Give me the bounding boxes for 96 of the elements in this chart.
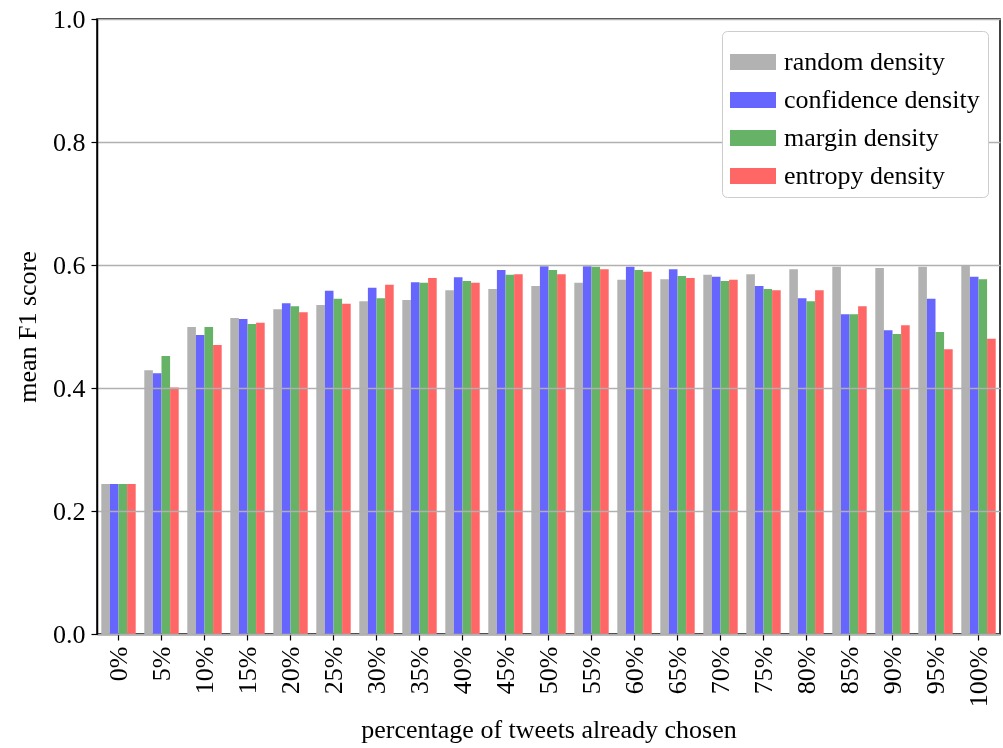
x-tick-label: 15% <box>232 646 262 695</box>
bar <box>204 327 214 634</box>
bar <box>342 303 351 634</box>
bar <box>677 276 687 634</box>
legend-label: confidence density <box>784 85 980 114</box>
bar <box>548 269 558 634</box>
bar <box>462 280 472 634</box>
bar <box>858 306 867 634</box>
bar <box>152 373 162 634</box>
x-tick-label: 50% <box>533 646 563 695</box>
bar <box>643 271 652 634</box>
x-tick-label: 20% <box>275 646 305 695</box>
bar <box>729 279 738 634</box>
y-tick-label: 1.0 <box>53 4 86 34</box>
x-tick-label: 90% <box>877 646 907 695</box>
x-axis-title: percentage of tweets already chosen <box>361 715 737 745</box>
bar <box>195 335 205 634</box>
bar <box>600 269 609 634</box>
bar <box>634 269 644 634</box>
x-tick-label: 65% <box>662 646 692 695</box>
x-tick-label: 0% <box>103 646 133 682</box>
bar <box>686 277 695 634</box>
bar <box>763 288 773 634</box>
x-tick-label: 85% <box>834 646 864 695</box>
x-tick-label: 40% <box>447 646 477 695</box>
x-tick-label: 80% <box>791 646 821 695</box>
bar <box>772 290 781 634</box>
bar <box>453 277 463 634</box>
bar <box>892 333 902 634</box>
bar <box>281 303 291 634</box>
x-tick-label: 75% <box>748 646 778 695</box>
x-tick-label: 45% <box>490 646 520 695</box>
bar <box>944 349 953 634</box>
bar <box>324 290 334 634</box>
bar <box>299 312 308 634</box>
bar <box>256 322 265 634</box>
y-tick-label: 0.4 <box>53 373 86 403</box>
y-axis-title: mean F1 score <box>13 251 42 403</box>
bar <box>625 266 635 634</box>
legend-label: random density <box>784 47 946 76</box>
bar <box>668 269 678 634</box>
bar <box>969 276 979 634</box>
bar <box>428 277 437 634</box>
bar <box>557 274 566 634</box>
bar <box>247 324 257 634</box>
bar <box>367 287 377 634</box>
bar <box>238 319 248 634</box>
bar <box>978 279 988 634</box>
bar <box>376 298 386 634</box>
bar <box>840 314 850 634</box>
x-tick-label: 5% <box>146 646 176 682</box>
x-tick-label: 10% <box>189 646 219 695</box>
bar <box>410 282 420 634</box>
bar <box>333 298 343 634</box>
legend-label: margin density <box>784 123 939 152</box>
bar <box>815 290 824 634</box>
x-tick-label: 55% <box>576 646 606 695</box>
bar <box>539 266 549 634</box>
bar <box>711 276 721 634</box>
y-tick-label: 0.0 <box>53 619 86 649</box>
bar <box>161 356 171 634</box>
x-tick-label: 95% <box>920 646 950 695</box>
bar <box>806 301 816 634</box>
bar <box>883 330 893 634</box>
bar <box>505 274 515 634</box>
x-tick-label: 70% <box>705 646 735 695</box>
bar <box>582 266 592 634</box>
legend-label: entropy density <box>784 161 946 190</box>
x-tick-label: 60% <box>619 646 649 695</box>
bar <box>754 285 764 634</box>
bar <box>926 298 936 634</box>
x-tick-label: 30% <box>361 646 391 695</box>
bar <box>290 306 300 634</box>
x-tick-label: 35% <box>404 646 434 695</box>
x-tick-label: 100% <box>963 646 993 708</box>
bar <box>419 282 429 634</box>
bar <box>797 298 807 634</box>
x-tick-label: 25% <box>318 646 348 695</box>
bar <box>514 274 523 634</box>
bar <box>987 338 996 634</box>
y-tick-label: 0.6 <box>53 250 86 280</box>
bar <box>591 266 601 634</box>
bar <box>385 284 394 634</box>
bar <box>471 282 480 634</box>
bar <box>935 332 945 634</box>
bar <box>849 314 859 634</box>
bar <box>109 483 119 634</box>
bar <box>720 280 730 634</box>
y-tick-label: 0.8 <box>53 127 86 157</box>
y-tick-label: 0.2 <box>53 496 86 526</box>
bar <box>127 483 136 634</box>
bar <box>213 344 222 634</box>
bar <box>170 387 179 634</box>
bar <box>496 269 506 634</box>
bar <box>901 325 910 634</box>
bar <box>118 483 128 634</box>
